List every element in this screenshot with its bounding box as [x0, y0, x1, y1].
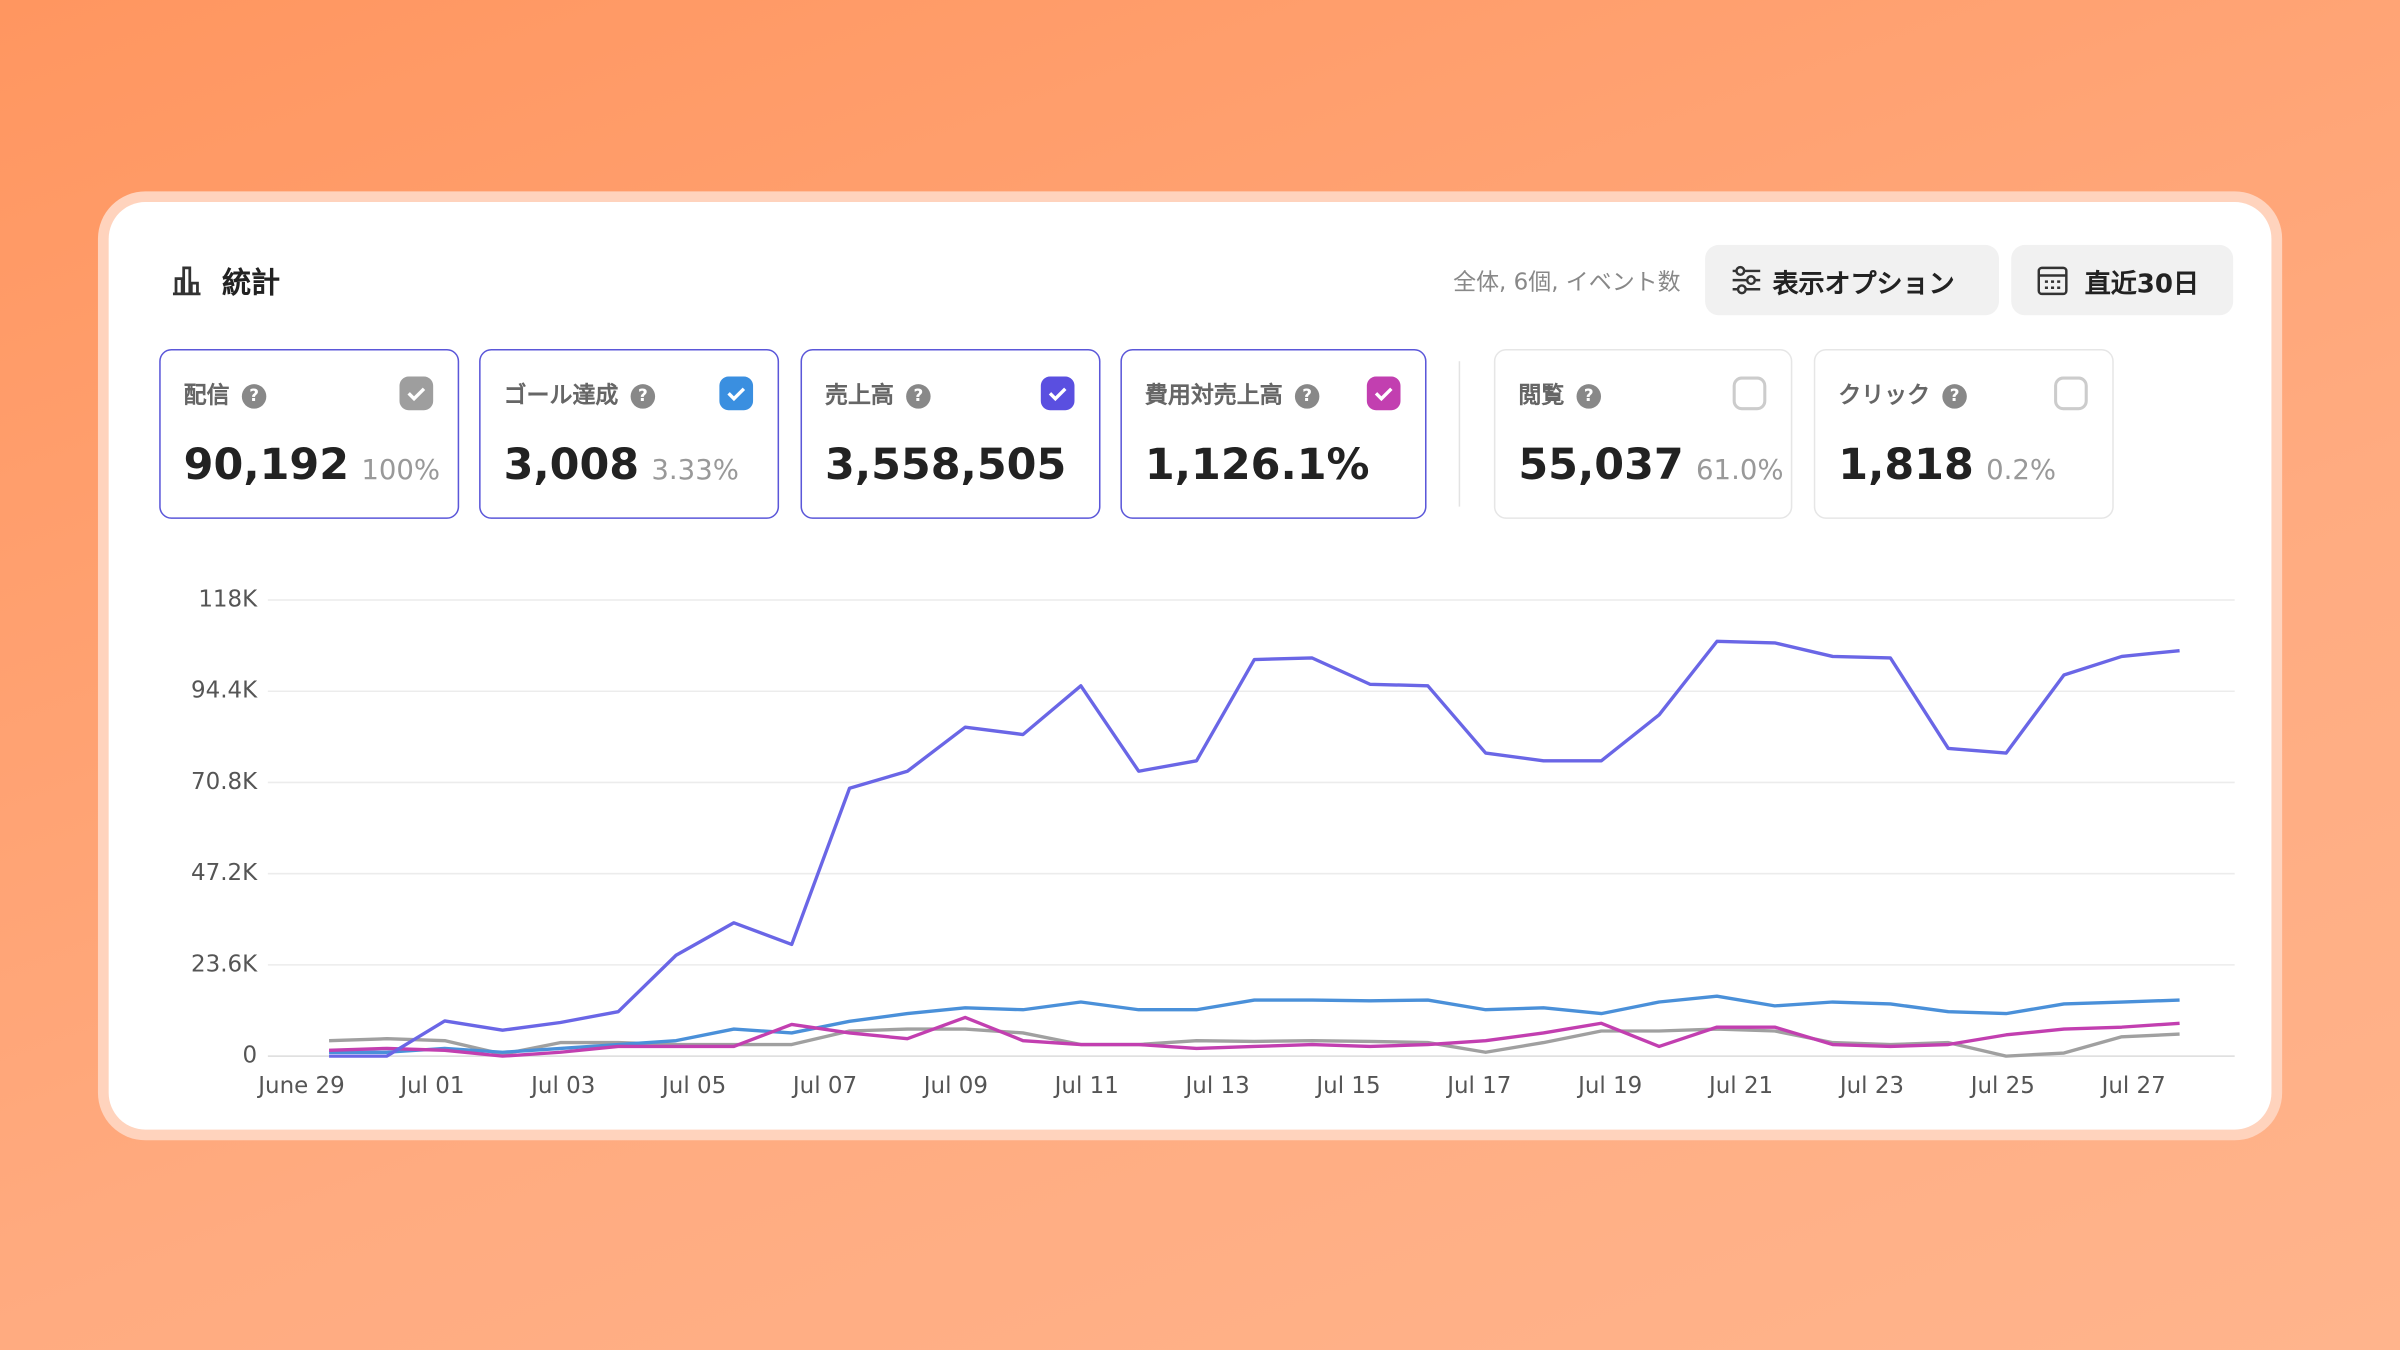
- checkbox[interactable]: [399, 376, 434, 411]
- metric-card[interactable]: 配信? 90,192 100%: [159, 348, 460, 519]
- range-label: 直近30日: [2084, 268, 2199, 300]
- card-value: 1,818 0.2%: [1838, 439, 2056, 490]
- series-line: [329, 994, 2180, 1054]
- meta: 全体, 6個, イベント数: [1453, 267, 1681, 296]
- card-value: 90,192 100%: [184, 439, 440, 490]
- card-title: 閲覧?: [1518, 378, 1602, 410]
- y-tick-label: 118K: [198, 586, 258, 612]
- card-value-text: 3,558,505: [824, 439, 1067, 490]
- card-title-text: 費用対売上高: [1144, 381, 1283, 409]
- card-title: 費用対売上高?: [1145, 378, 1320, 410]
- card-value-text: 55,037: [1518, 439, 1684, 490]
- card-title: クリック?: [1838, 378, 1967, 410]
- card-title: ゴール達成?: [504, 378, 656, 410]
- checkbox[interactable]: [1040, 376, 1075, 411]
- calendar-icon: [2037, 266, 2068, 296]
- help-icon: ?: [241, 384, 267, 409]
- checkbox[interactable]: [1732, 376, 1767, 411]
- card-value-text: 1,126.1%: [1144, 439, 1370, 490]
- help-icon: ?: [1942, 384, 1967, 409]
- card-value-text: 3,008: [503, 439, 640, 490]
- y-tick-label: 70.8K: [191, 769, 258, 795]
- options-button[interactable]: 表示オプション: [1705, 244, 1999, 316]
- card-percent: 3.33%: [651, 454, 739, 487]
- series-line: [329, 1027, 2180, 1058]
- metric-card[interactable]: 売上高? 3,558,505: [800, 348, 1101, 519]
- card-value-text: 90,192: [183, 439, 350, 490]
- metric-card[interactable]: 閲覧? 55,037 61.0%: [1493, 348, 1793, 519]
- checkbox[interactable]: [2054, 376, 2088, 411]
- check-path: [727, 387, 746, 402]
- help-icon: ?: [1576, 384, 1602, 409]
- help-icon: ?: [1294, 384, 1320, 409]
- check-mark: [1374, 387, 1393, 402]
- help-icon: ?: [906, 384, 931, 409]
- sliders-icon: [1732, 265, 1761, 295]
- card-value: 3,558,505: [825, 439, 1066, 490]
- card-percent: 100%: [361, 454, 441, 487]
- metric-card[interactable]: クリック? 1,818 0.2%: [1813, 348, 2114, 519]
- card-title: 売上高?: [825, 378, 931, 410]
- x-tick-label: Jul 21: [1707, 1073, 1773, 1099]
- card-percent: 0.2%: [1986, 454, 2057, 487]
- card-title-text: 閲覧: [1518, 381, 1565, 409]
- chart-icon: [172, 266, 201, 296]
- card-title-text: クリック: [1838, 381, 1931, 409]
- check-path: [1048, 387, 1067, 402]
- card-value: 55,037 61.0%: [1518, 439, 1783, 490]
- x-tick-label: Jul 23: [1838, 1073, 1904, 1099]
- card-title-text: 配信: [183, 381, 230, 409]
- x-tick-label: Jul 03: [529, 1073, 595, 1099]
- y-tick-label: 0: [243, 1043, 258, 1069]
- help-icon: ?: [630, 384, 656, 409]
- check-mark: [1048, 387, 1067, 402]
- check-mark: [727, 387, 746, 402]
- x-tick-label: Jul 25: [1969, 1073, 2035, 1099]
- y-tick-label: 47.2K: [191, 860, 258, 886]
- x-tick-label: Jul 07: [791, 1073, 857, 1099]
- checkbox[interactable]: [1366, 376, 1401, 411]
- x-tick-label: Jul 05: [660, 1073, 726, 1099]
- series-line: [329, 1015, 2180, 1058]
- checkbox[interactable]: [719, 376, 754, 411]
- card-title: 配信?: [184, 378, 267, 410]
- x-tick-label: Jul 01: [398, 1073, 464, 1099]
- card-value: 3,008 3.33%: [504, 439, 739, 490]
- x-tick-label: Jul 27: [2100, 1073, 2166, 1099]
- check-mark: [407, 387, 426, 402]
- check-path: [1374, 387, 1393, 402]
- check-path: [407, 387, 426, 402]
- card-value: 1,126.1%: [1145, 439, 1370, 490]
- card-value-text: 1,818: [1838, 439, 1974, 490]
- series-line: [329, 639, 2180, 1058]
- card-percent: 61.0%: [1696, 454, 1784, 487]
- metric-card[interactable]: 費用対売上高? 1,126.1%: [1120, 348, 1427, 519]
- panel-title: 統計: [221, 266, 281, 300]
- x-tick-label: Jul 17: [1445, 1073, 1511, 1099]
- y-tick-label: 23.6K: [191, 951, 258, 977]
- x-tick-label: Jul 19: [1576, 1073, 1642, 1099]
- x-tick-label: Jul 13: [1184, 1073, 1250, 1099]
- options-label: 表示オプション: [1772, 268, 1955, 300]
- x-tick-label: Jul 09: [922, 1073, 988, 1099]
- x-tick-label: Jul 11: [1053, 1073, 1119, 1099]
- y-tick-label: 94.4K: [191, 678, 258, 704]
- x-tick-label: June 29: [256, 1073, 344, 1099]
- x-tick-label: Jul 15: [1314, 1073, 1380, 1099]
- range-button[interactable]: 直近30日: [2011, 244, 2234, 316]
- card-title-text: ゴール達成: [503, 381, 619, 409]
- divider: [1458, 361, 1461, 507]
- card-title-text: 売上高: [824, 381, 894, 409]
- metric-card[interactable]: ゴール達成? 3,008 3.33%: [479, 348, 780, 519]
